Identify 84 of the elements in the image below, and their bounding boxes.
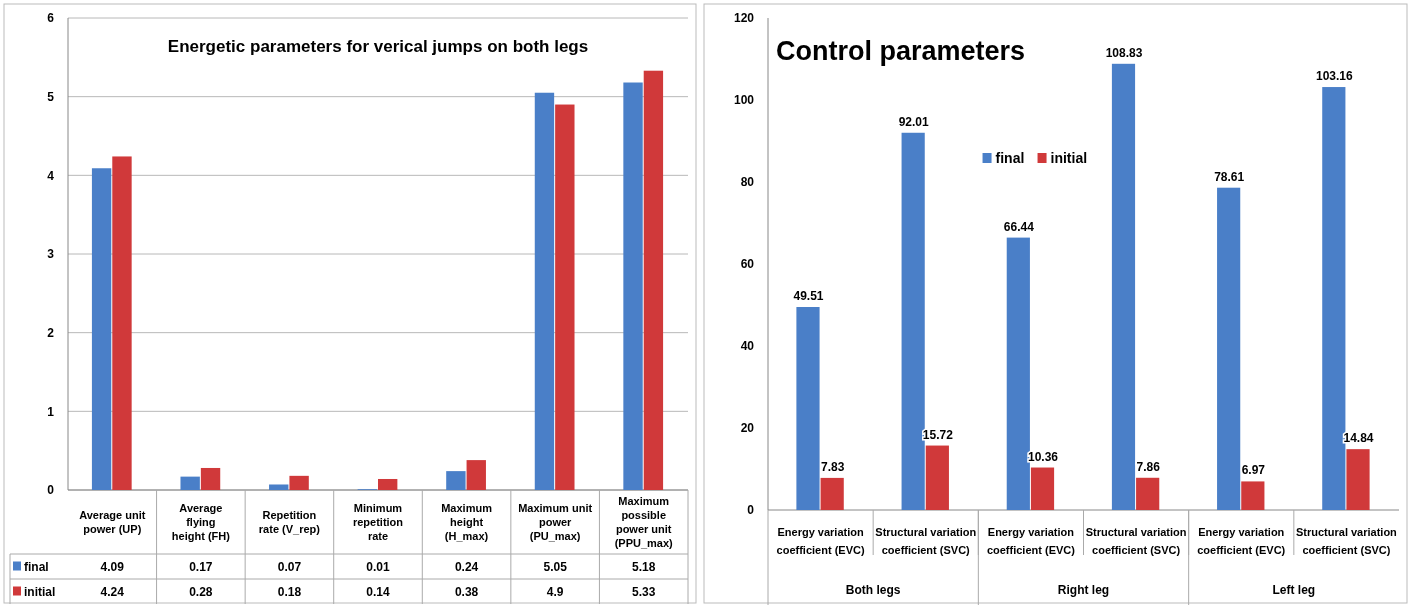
bar <box>1136 477 1160 510</box>
data-label: 0.28 <box>189 584 213 599</box>
x-tick-label: Maximum height (H_max) <box>441 501 493 542</box>
bar <box>820 477 844 510</box>
bar <box>796 307 820 510</box>
data-label: 92.01 <box>898 114 929 129</box>
data-label: 4.9 <box>546 584 564 599</box>
data-label: 5.18 <box>632 559 656 574</box>
bar <box>289 475 309 490</box>
bar <box>555 104 575 490</box>
y-tick-label: 80 <box>740 175 755 190</box>
data-label: 0.24 <box>454 559 479 574</box>
bar <box>925 445 949 510</box>
y-tick-label: 5 <box>47 89 55 104</box>
bar <box>200 467 221 490</box>
legend-label: final <box>24 559 49 574</box>
text: Right leg <box>1057 583 1110 597</box>
x-tick-label: Energy variation coefficient (EVC) <box>986 526 1076 556</box>
bar <box>112 156 132 490</box>
x-tick-label: Structural variation coefficient (SVC) <box>1295 526 1398 556</box>
data-label: 7.83 <box>821 459 845 474</box>
x-tick-label: Average flying height (FH) <box>171 501 231 542</box>
bar <box>269 484 289 490</box>
data-label: 5.33 <box>632 584 656 599</box>
bar <box>466 460 486 490</box>
x-tick-label: Minimum repetition rate <box>352 501 404 542</box>
data-label: 49.51 <box>793 289 824 304</box>
bar <box>901 132 925 510</box>
y-tick-label: 0 <box>747 503 755 518</box>
text: Control parameters <box>775 36 1026 66</box>
x-tick-label: Maximum possible power unit (PPU_max) <box>614 494 674 549</box>
data-label: 103.16 <box>1315 69 1353 84</box>
x-tick-label: Repetition rate (V_rep) <box>258 508 321 535</box>
y-tick-label: 4 <box>47 168 55 183</box>
bar <box>1111 63 1136 510</box>
text: Left leg <box>1272 583 1316 597</box>
data-label: 0.14 <box>366 584 390 599</box>
x-tick-label: Average unit power (UP) <box>79 508 146 535</box>
x-tick-label: Energy variation coefficient (EVC) <box>1197 526 1286 556</box>
bar <box>1346 449 1370 510</box>
bar <box>1322 87 1346 510</box>
data-label: 4.09 <box>100 559 125 574</box>
bar <box>180 476 200 490</box>
y-tick-label: 0 <box>47 483 55 498</box>
y-tick-label: 120 <box>733 11 755 26</box>
bar <box>446 471 466 490</box>
x-tick-label: Structural variation coefficient (SVC) <box>1085 526 1187 556</box>
y-tick-label: 2 <box>47 325 55 340</box>
bar <box>1217 187 1241 510</box>
data-label: 7.86 <box>1136 459 1161 474</box>
text: Energetic parameters for verical jumps on both legs <box>167 37 589 56</box>
y-tick-label: 1 <box>47 404 55 419</box>
data-label: 66.44 <box>1003 219 1035 234</box>
y-tick-label: 100 <box>733 93 755 108</box>
data-label: 78.61 <box>1214 169 1245 184</box>
bar <box>1241 481 1265 510</box>
bar <box>643 70 664 490</box>
legend-label: initial <box>24 584 56 599</box>
data-label: 0.01 <box>366 559 390 574</box>
legend-label: final <box>995 149 1025 166</box>
bar <box>623 82 643 490</box>
y-tick-label: 6 <box>47 11 55 26</box>
data-label: 0.07 <box>277 559 302 574</box>
x-tick-label: Maximum unit power (PU_max) <box>518 501 593 542</box>
x-tick-label: Structural variation coefficient (SVC) <box>875 526 977 556</box>
legend-label: initial <box>1050 149 1088 166</box>
y-tick-label: 40 <box>740 339 755 354</box>
data-label: 4.24 <box>100 584 125 599</box>
y-tick-label: 3 <box>47 247 55 262</box>
data-label: 0.38 <box>454 584 479 599</box>
data-label: 0.18 <box>277 584 302 599</box>
bar <box>378 478 398 490</box>
y-tick-label: 60 <box>740 257 755 272</box>
x-tick-label: Energy variation coefficient (EVC) <box>776 526 865 556</box>
bar <box>1030 467 1055 510</box>
bar <box>1006 237 1030 510</box>
data-label: 108.83 <box>1105 45 1143 60</box>
y-tick-label: 20 <box>740 421 755 436</box>
data-label: 0.17 <box>189 559 213 574</box>
bar <box>91 168 112 490</box>
data-label: 6.97 <box>1241 463 1266 478</box>
data-label: 5.05 <box>543 559 568 574</box>
text: Both legs <box>845 583 901 597</box>
bar <box>534 92 555 490</box>
